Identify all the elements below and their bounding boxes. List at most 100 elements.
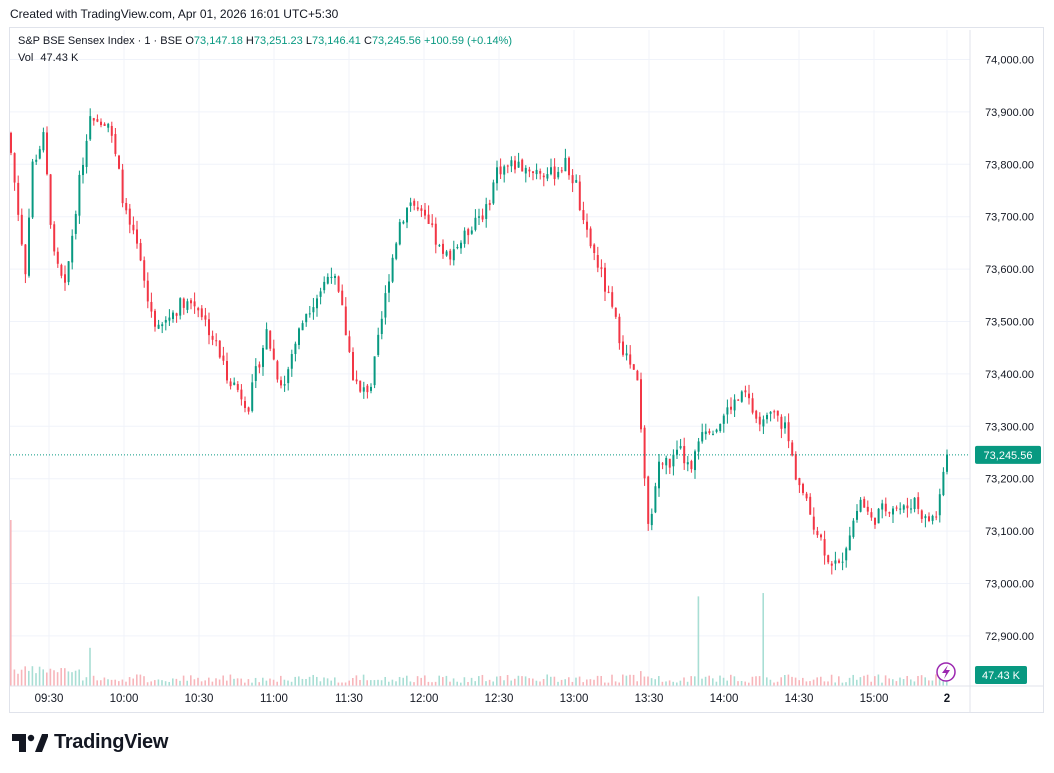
volume-value: 47.43 K	[40, 52, 79, 64]
candle-body	[449, 250, 452, 260]
volume-bar	[334, 677, 336, 686]
volume-bar	[456, 681, 458, 686]
volume-bar	[38, 666, 41, 686]
volume-bar	[449, 681, 451, 686]
volume-bar	[560, 679, 563, 686]
overlay: 73,245.56 47.43 K	[10, 445, 1041, 684]
volume-bar	[53, 670, 55, 686]
volume-bar	[330, 680, 332, 686]
candle-body	[942, 471, 945, 496]
candle-body	[809, 496, 812, 515]
volume-bar	[794, 677, 797, 686]
candle-body	[280, 380, 282, 386]
volume-bar	[787, 674, 790, 686]
candle-body	[175, 313, 178, 316]
candle-body	[924, 516, 927, 519]
candle-body	[622, 341, 624, 355]
volume-bar	[10, 520, 12, 686]
volume-bar	[222, 675, 224, 686]
candle-body	[121, 169, 124, 204]
volume-bar	[269, 678, 271, 686]
candle-body	[902, 505, 905, 510]
candle-body	[211, 335, 214, 340]
candle-body	[676, 449, 678, 455]
volume-bar	[251, 682, 253, 686]
candle-body	[337, 276, 340, 292]
candle-body	[406, 207, 408, 223]
volume-bar	[586, 679, 588, 686]
candle-body	[182, 298, 185, 308]
volume-bar	[229, 674, 232, 686]
volume-bar	[539, 681, 541, 686]
candle-body	[276, 361, 279, 380]
volume-bar	[665, 681, 667, 686]
candle-body	[89, 116, 92, 140]
y-tick-label: 73,700.00	[985, 212, 1034, 224]
candle-body	[672, 454, 675, 467]
candle-body	[71, 235, 74, 263]
volume-bar	[686, 681, 689, 686]
volume-bar	[438, 675, 440, 686]
volume-bar	[283, 679, 286, 686]
candle-body	[866, 506, 869, 512]
volume-bar	[762, 593, 764, 686]
candle-body	[64, 274, 66, 283]
candle-body	[697, 441, 700, 452]
candle-body	[542, 175, 545, 178]
candle-body	[503, 166, 506, 175]
volume-bar	[683, 677, 685, 686]
candle-body	[463, 230, 466, 244]
candle-body	[478, 216, 480, 218]
candle-body	[863, 498, 866, 508]
candle-body	[874, 517, 876, 525]
volume-bar	[413, 682, 415, 686]
candle-body	[218, 340, 221, 358]
volume-bar	[348, 680, 350, 686]
volume-bar	[287, 680, 289, 686]
volume-bar	[150, 681, 152, 686]
candle-body	[49, 174, 52, 225]
lightning-icon[interactable]	[936, 662, 956, 682]
candle-body	[413, 200, 416, 206]
volume-bar	[60, 668, 62, 686]
candle-body	[938, 494, 941, 516]
volume-bar	[424, 675, 426, 686]
candle-body	[715, 429, 718, 432]
volume-bar	[409, 681, 412, 686]
candle-body	[812, 516, 815, 530]
candle-body	[294, 343, 297, 355]
volume-bar	[568, 677, 570, 686]
volume-bar	[690, 676, 692, 686]
volume-bar	[161, 680, 163, 686]
volume-bar	[848, 677, 851, 686]
volume-bar	[326, 678, 329, 686]
candle-body	[913, 497, 916, 510]
volume-bar	[78, 669, 80, 686]
candle-body	[604, 267, 606, 292]
volume-bar	[640, 671, 642, 686]
volume-bar	[434, 681, 437, 686]
volume-bar	[769, 679, 772, 686]
volume-bar	[312, 674, 314, 686]
candle-body	[262, 347, 264, 367]
candle-body	[600, 267, 603, 269]
volume-bar	[632, 674, 635, 686]
volume-bar	[906, 675, 908, 686]
candle-body	[434, 223, 437, 245]
candle-body	[769, 411, 772, 414]
volume-bar	[254, 677, 257, 686]
candle-body	[229, 381, 232, 387]
volume-bar	[341, 682, 343, 686]
volume-legend: Vol 47.43 K	[18, 52, 78, 64]
volume-bar	[618, 682, 620, 686]
volume-bar	[132, 678, 134, 686]
candle-body	[38, 149, 41, 159]
candle-body	[899, 508, 902, 510]
volume-bar	[395, 681, 397, 686]
volume-bar	[323, 677, 325, 686]
volume-bar	[596, 675, 599, 686]
volume-bar	[931, 680, 934, 686]
volume-bar	[143, 676, 145, 686]
volume-bar	[791, 676, 793, 686]
